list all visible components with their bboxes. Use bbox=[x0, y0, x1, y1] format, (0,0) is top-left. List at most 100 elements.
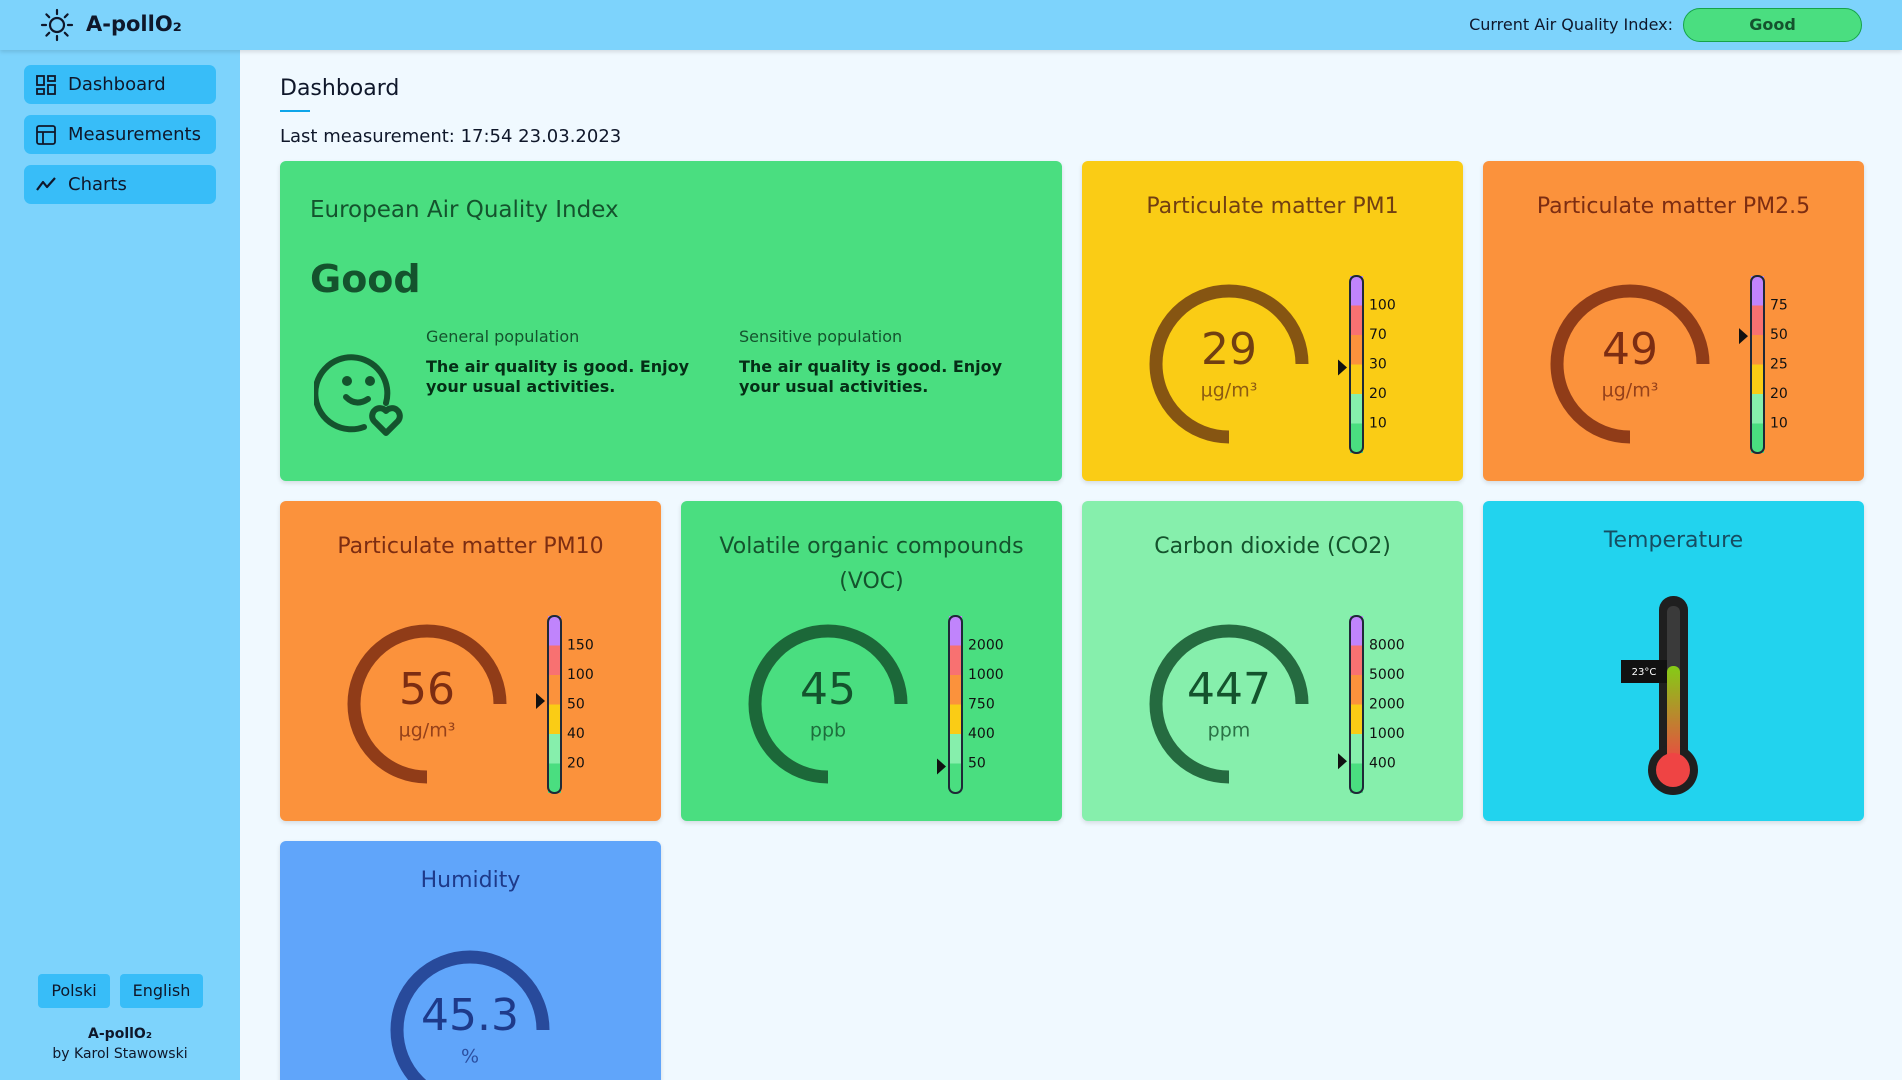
gauge-arc bbox=[1149, 624, 1309, 784]
gauge-value: 45.3 bbox=[421, 990, 519, 1041]
gauge-unit: µg/m³ bbox=[399, 720, 456, 742]
scale-segment bbox=[1350, 704, 1363, 734]
language-button[interactable]: English bbox=[120, 974, 203, 1008]
nav-button[interactable]: Measurements bbox=[24, 115, 216, 154]
gauge-arc bbox=[1149, 284, 1309, 444]
footer-author: by Karol Stawowski bbox=[52, 1046, 188, 1062]
scale-pointer bbox=[536, 692, 545, 709]
card-title: Particulate matter PM10 bbox=[337, 534, 604, 559]
bulb bbox=[1656, 753, 1690, 787]
nav-icon bbox=[36, 125, 56, 145]
nav-label[interactable]: Dashboard bbox=[68, 74, 166, 95]
gauge-value: 447 bbox=[1187, 664, 1271, 715]
general-text: The air quality is good. Enjoy your usua… bbox=[426, 357, 690, 396]
scale-label: 70 bbox=[1369, 327, 1387, 343]
scale-segment bbox=[1350, 335, 1363, 365]
gauge-card: 29 µg/m³ 100 70 30 20 10 Particulate matter PM1 bbox=[1082, 161, 1463, 481]
scale-segment bbox=[1350, 276, 1363, 306]
general-label: General population bbox=[426, 327, 580, 346]
face-icon bbox=[314, 354, 403, 436]
sensitive-label: Sensitive population bbox=[739, 327, 903, 346]
scale-label: 5000 bbox=[1369, 667, 1405, 683]
scale-label: 10 bbox=[1770, 416, 1788, 432]
scale-label: 20 bbox=[1770, 386, 1788, 402]
temperature-card: 23°C Temperature bbox=[1483, 501, 1864, 821]
scale-pointer bbox=[1338, 359, 1347, 376]
gauge-arc bbox=[347, 624, 507, 784]
nav-button[interactable]: Dashboard bbox=[24, 65, 216, 104]
scale-segment bbox=[548, 763, 561, 793]
scale-outline bbox=[547, 615, 562, 794]
nav-button[interactable]: Charts bbox=[24, 165, 216, 204]
scale-outline bbox=[1750, 275, 1765, 454]
card-title: Humidity bbox=[420, 868, 521, 893]
scale-segment bbox=[1350, 645, 1363, 675]
main: Dashboard Last measurement: 17:54 23.03.… bbox=[240, 50, 1902, 1080]
gauge: 29 µg/m³ 100 70 30 20 10 bbox=[1149, 275, 1396, 454]
temp-label: 23°C bbox=[1632, 667, 1657, 678]
scale-segment bbox=[949, 763, 962, 793]
scale-segment bbox=[1350, 616, 1363, 646]
scale-pointer bbox=[1739, 328, 1748, 345]
scale-label: 400 bbox=[1369, 756, 1396, 772]
gauge-card: 49 µg/m³ 75 50 25 20 10 Particulate matter PM2.… bbox=[1483, 161, 1864, 481]
eaqi-title: European Air Quality Index bbox=[310, 197, 619, 223]
scale-label: 1000 bbox=[1369, 726, 1405, 742]
gauge-unit: ppb bbox=[810, 720, 846, 742]
scale-segment bbox=[949, 675, 962, 705]
last-measurement: Last measurement: 17:54 23.03.2023 bbox=[280, 126, 622, 147]
scale-segment bbox=[548, 616, 561, 646]
card-title: Particulate matter PM2.5 bbox=[1536, 194, 1811, 219]
gauge-unit: µg/m³ bbox=[1201, 380, 1258, 402]
scale-label: 8000 bbox=[1369, 638, 1405, 654]
gauge: 56 µg/m³ 150 100 50 40 20 bbox=[347, 615, 594, 794]
scale-segment bbox=[548, 645, 561, 675]
scale-label: 75 bbox=[1770, 298, 1788, 314]
tube-fill bbox=[1667, 666, 1680, 766]
nav-label[interactable]: Charts bbox=[68, 174, 127, 195]
scale-segment bbox=[1350, 675, 1363, 705]
aqi-badge: Good bbox=[1683, 8, 1862, 42]
scale-pointer bbox=[1338, 753, 1347, 770]
scale-label: 2000 bbox=[968, 638, 1004, 654]
gauge-unit: ppm bbox=[1208, 720, 1251, 742]
scale-label: 1000 bbox=[968, 667, 1004, 683]
scale-segment bbox=[949, 645, 962, 675]
nav-label[interactable]: Measurements bbox=[68, 124, 201, 145]
scale-label: 10 bbox=[1369, 416, 1387, 432]
gauge-value: 45 bbox=[800, 664, 856, 715]
nav-icon bbox=[36, 75, 56, 95]
gauge: 45 ppb 2000 1000 750 400 50 bbox=[748, 615, 1004, 794]
language-button[interactable]: Polski bbox=[38, 974, 110, 1008]
scale-segment bbox=[1350, 734, 1363, 764]
scale-segment bbox=[1751, 423, 1764, 453]
scale-segment bbox=[1350, 763, 1363, 793]
scale-label: 20 bbox=[567, 756, 585, 772]
gauge-unit: µg/m³ bbox=[1602, 380, 1659, 402]
gauge-value: 29 bbox=[1201, 324, 1257, 375]
scale-segment bbox=[548, 704, 561, 734]
footer-app-name: A-pollO₂ bbox=[88, 1026, 152, 1042]
scale-label: 100 bbox=[1369, 298, 1396, 314]
scale-segment bbox=[1751, 364, 1764, 394]
gauge: 49 µg/m³ 75 50 25 20 10 bbox=[1550, 275, 1788, 454]
scale-segment bbox=[548, 734, 561, 764]
scale-outline bbox=[1349, 615, 1364, 794]
scale-label: 50 bbox=[567, 697, 585, 713]
scale-segment bbox=[1751, 335, 1764, 365]
gauge-card: 45 ppb 2000 1000 750 400 50 Volatile organic co… bbox=[681, 501, 1062, 821]
scale-outline bbox=[948, 615, 963, 794]
app-name[interactable]: A-pollO₂ bbox=[86, 12, 182, 36]
eaqi-card: European Air Quality Index Good General … bbox=[280, 161, 1062, 481]
gauge-value: 49 bbox=[1602, 324, 1658, 375]
sensitive-text: The air quality is good. Enjoy your usua… bbox=[739, 357, 1003, 396]
header: A-pollO₂ Current Air Quality Index: Good bbox=[0, 0, 1902, 50]
scale-segment bbox=[548, 675, 561, 705]
page-title: Dashboard bbox=[280, 76, 400, 101]
gauge-card: 56 µg/m³ 150 100 50 40 20 Particulate matter PM… bbox=[280, 501, 661, 821]
logo-icon bbox=[40, 8, 74, 42]
nav-icon bbox=[36, 177, 56, 191]
scale-segment bbox=[1350, 364, 1363, 394]
scale-segment bbox=[1751, 276, 1764, 306]
